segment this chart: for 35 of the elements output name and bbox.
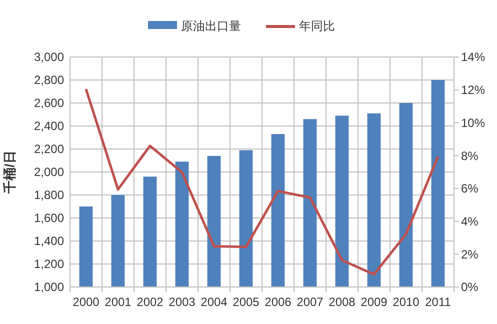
y2-tick-label: 14% [461, 50, 486, 64]
y-tick-label: 1,000 [34, 280, 64, 294]
x-tick-label: 2009 [360, 295, 388, 309]
legend-label: 年同比 [299, 19, 335, 33]
y2-tick-label: 8% [461, 148, 479, 163]
y2-tick-label: 4% [461, 214, 479, 228]
y2-tick-label: 0% [461, 280, 479, 294]
y2-tick-label: 2% [461, 247, 479, 262]
legend-label: 原油出口量 [181, 19, 241, 33]
x-tick-label: 2001 [104, 295, 132, 309]
x-tick-label: 2006 [264, 295, 292, 309]
y-tick-label: 2,400 [34, 119, 64, 134]
x-tick-label: 2010 [392, 295, 420, 309]
x-tick-label: 2002 [136, 295, 164, 309]
y2-tick-label: 12% [461, 83, 486, 98]
x-tick-label: 2011 [425, 295, 452, 309]
x-tick-label: 2004 [200, 295, 228, 309]
line-series [84, 88, 440, 276]
x-tick-label: 2007 [296, 295, 324, 309]
y-tick-label: 2,200 [34, 142, 64, 156]
y2-tick-label: 10% [461, 116, 486, 130]
x-tick-label: 2000 [72, 295, 100, 309]
y2-tick-label: 6% [461, 182, 479, 196]
y-tick-label: 1,400 [34, 234, 64, 248]
y-tick-label: 2,000 [34, 165, 64, 180]
y-tick-label: 1,600 [34, 211, 64, 226]
y-tick-label: 2,800 [34, 73, 64, 88]
y-axis-title: 千桶/日 [2, 150, 17, 194]
y-tick-label: 1,200 [34, 257, 64, 272]
x-tick-label: 2005 [232, 295, 260, 309]
y-tick-label: 2,600 [34, 96, 64, 110]
x-tick-label: 2003 [168, 295, 196, 309]
y-tick-label: 3,000 [34, 50, 64, 64]
x-tick-label: 2008 [328, 295, 356, 309]
y-tick-label: 1,800 [34, 188, 64, 202]
